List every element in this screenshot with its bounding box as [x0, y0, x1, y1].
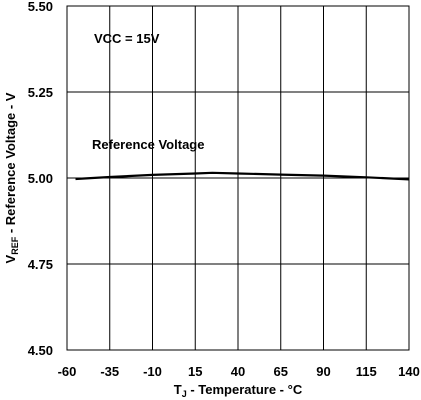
- x-axis-title-sub: J: [182, 389, 187, 399]
- x-tick-label: 140: [398, 364, 420, 379]
- x-axis-title-main: T: [174, 382, 182, 397]
- x-tick-label: 115: [356, 364, 377, 379]
- x-tick-label: 40: [231, 364, 245, 379]
- x-tick-label: 65: [274, 364, 288, 379]
- x-tick-label: -60: [58, 364, 77, 379]
- x-tick-labels: -60 -35 -10 15 40 65 90 115 140: [58, 364, 420, 379]
- plot-frame: [66, 5, 410, 351]
- x-tick-label: 15: [188, 364, 202, 379]
- y-axis-title-sub: REF: [10, 236, 20, 255]
- x-tick-label: 90: [316, 364, 330, 379]
- y-tick-labels: 5.50 5.25 5.00 4.75 4.50: [28, 0, 53, 358]
- x-tick-label: -35: [100, 364, 119, 379]
- series-line-reference-voltage: [75, 171, 410, 181]
- y-tick-label: 4.75: [28, 257, 53, 272]
- y-tick-label: 5.25: [28, 85, 53, 100]
- grid: [67, 6, 409, 350]
- y-axis-title: VREF - Reference Voltage - V: [3, 92, 20, 263]
- y-axis-title-main: V: [3, 254, 18, 263]
- y-axis-title-rest: - Reference Voltage - V: [3, 92, 18, 237]
- y-tick-label: 5.50: [28, 0, 53, 14]
- annotation-vcc: VCC = 15V: [94, 31, 160, 46]
- x-axis-title: TJ - Temperature - °C: [174, 382, 303, 399]
- series-lines: [75, 171, 410, 181]
- x-tick-label: -10: [143, 364, 162, 379]
- y-tick-label: 4.50: [28, 343, 53, 358]
- x-axis-title-rest: - Temperature - °C: [187, 382, 303, 397]
- series-label-reference-voltage: Reference Voltage: [92, 137, 204, 152]
- y-tick-label: 5.00: [28, 171, 53, 186]
